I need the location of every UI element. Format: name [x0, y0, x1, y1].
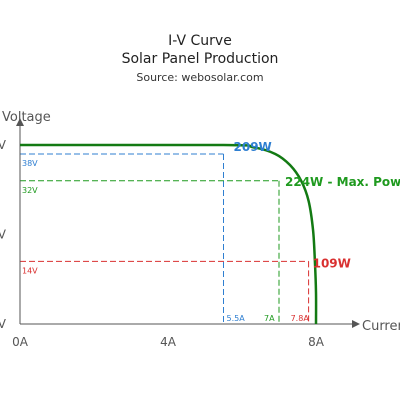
callout-109w: 109W	[313, 256, 351, 270]
chart-title: I-V Curve	[168, 33, 232, 49]
label-layer: 38V 5.5A 32V 7A 14V 7.8A 209W 224W - Max. Power…	[22, 140, 400, 323]
y-value-label-109w: 14V	[22, 266, 38, 275]
x-value-label-max-power: 7A	[264, 314, 275, 323]
x-value-label-109w: 7.8A	[291, 314, 310, 323]
chart-source: Source: webosolar.com	[136, 71, 264, 84]
callout-209w: 209W	[234, 140, 272, 154]
guide-lines	[20, 153, 310, 324]
y-axis-arrow	[16, 118, 24, 126]
y-axis-title: Voltage	[2, 110, 51, 125]
series-layer	[20, 143, 318, 325]
iv-curve-line	[20, 143, 318, 325]
x-value-label-209w: 5.5A	[227, 314, 246, 323]
y-tick-label-0: 0V	[0, 317, 7, 331]
x-tick-label-2: 8A	[308, 335, 325, 349]
y-value-label-max-power: 32V	[22, 186, 38, 195]
y-value-label-209w: 38V	[22, 159, 38, 168]
y-tick-label-1: 20V	[0, 228, 7, 242]
y-tick-label-2: 40V	[0, 138, 7, 152]
x-tick-label-0: 0A	[12, 335, 29, 349]
callout-max-power: 224W - Max. Power	[285, 175, 400, 189]
x-tick-label-1: 4A	[160, 335, 177, 349]
x-axis-arrow	[352, 320, 360, 328]
chart-subtitle: Solar Panel Production	[121, 51, 279, 67]
x-axis-title: Current	[362, 319, 400, 334]
axes: Current Voltage 0A 4A 8A 0V 20V 40V	[0, 110, 400, 349]
